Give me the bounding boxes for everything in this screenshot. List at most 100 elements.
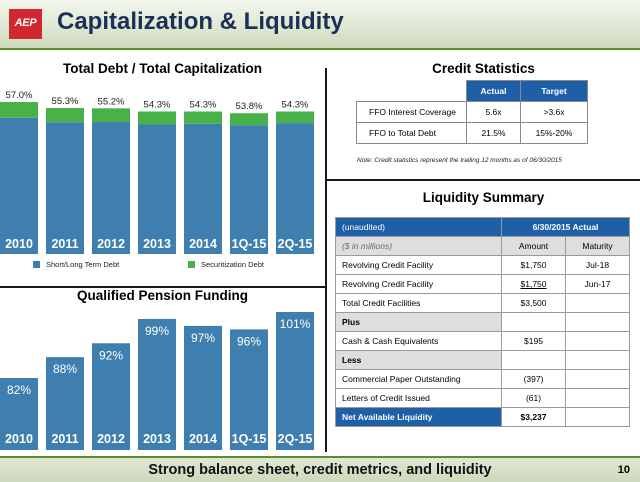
- right-divider: [325, 179, 640, 181]
- debt-category-label: 2013: [143, 237, 171, 251]
- header-rule: [0, 48, 640, 50]
- liquidity-amount: $3,500: [501, 293, 566, 313]
- col-target: Target: [520, 80, 588, 102]
- legend-swatch-securitization: [188, 261, 195, 268]
- liquidity-maturity: [565, 350, 630, 370]
- debt-category-label: 2012: [97, 237, 125, 251]
- liquidity-label: Net Available Liquidity: [335, 407, 502, 427]
- pension-value-label: 82%: [7, 383, 31, 397]
- debt-category-label: 2014: [189, 237, 217, 251]
- liquidity-maturity: [565, 312, 630, 332]
- page-title: Capitalization & Liquidity: [57, 8, 344, 35]
- col-amount: Amount: [501, 236, 566, 256]
- pension-value-label: 92%: [99, 348, 123, 362]
- liquidity-label: Cash & Cash Equivalents: [335, 331, 502, 351]
- liquidity-amount: [501, 312, 566, 332]
- debt-category-label: 1Q-15: [232, 237, 267, 251]
- credit-stat-actual: 21.5%: [466, 122, 521, 144]
- debt-bar: [138, 124, 176, 254]
- pension-category-label: 2012: [97, 432, 125, 446]
- left-divider: [0, 286, 325, 288]
- liquidity-row: Cash & Cash Equivalents $195: [335, 331, 630, 351]
- securitization-bar: [46, 107, 84, 123]
- credit-stats-row: FFO Interest Coverage 5.6x >3.6x: [356, 101, 588, 123]
- slide-header: AEP Capitalization & Liquidity: [0, 0, 640, 48]
- col-maturity: Maturity: [565, 236, 630, 256]
- pension-bar: [92, 343, 130, 450]
- pension-category-label: 2Q-15: [278, 432, 313, 446]
- debt-bar: [92, 122, 130, 254]
- liquidity-maturity: [565, 407, 630, 427]
- pension-category-label: 1Q-15: [232, 432, 267, 446]
- liquidity-total-row: Net Available Liquidity $3,237: [335, 407, 630, 427]
- liquidity-row: Total Credit Facilities $3,500: [335, 293, 630, 313]
- liquidity-label: Letters of Credit Issued: [335, 388, 502, 408]
- liquidity-amount: [501, 350, 566, 370]
- pension-bar: [184, 325, 222, 450]
- pension-category-label: 2014: [189, 432, 217, 446]
- debt-total-label: 54.3%: [144, 99, 171, 110]
- credit-stat-actual: 5.6x: [466, 101, 521, 123]
- liquidity-row: Revolving Credit Facility $1,750 Jul-18: [335, 255, 630, 275]
- liquidity-amount: $1,750: [501, 255, 566, 275]
- pension-bar: [276, 312, 314, 450]
- debt-bar: [184, 123, 222, 254]
- aep-logo: AEP: [9, 9, 42, 39]
- pension-category-label: 2010: [5, 432, 33, 446]
- liquidity-units: ($ in millions): [335, 236, 502, 256]
- col-actual: Actual: [466, 80, 521, 102]
- liquidity-row: Letters of Credit Issued (61): [335, 388, 630, 408]
- debt-chart: 57.0% 2010 55.3% 2011 55.2% 2012 54.3% 2013 54.3…: [0, 90, 314, 254]
- legend-item-securitization: Securitization Debt: [188, 260, 264, 269]
- credit-stat-label: FFO Interest Coverage: [356, 101, 467, 123]
- credit-stats-table: Actual Target FFO Interest Coverage 5.6x…: [356, 80, 588, 144]
- footer-tagline: Strong balance sheet, credit metrics, an…: [148, 462, 492, 478]
- debt-total-label: 55.3%: [52, 96, 79, 107]
- debt-category-label: 2Q-15: [278, 237, 313, 251]
- securitization-bar: [92, 108, 130, 123]
- credit-stat-label: FFO to Total Debt: [356, 122, 467, 144]
- liquidity-maturity: Jun-17: [565, 274, 630, 294]
- pension-chart-title: Qualified Pension Funding: [77, 288, 248, 303]
- liquidity-title: Liquidity Summary: [422, 190, 545, 205]
- credit-stats-corner: [356, 80, 467, 102]
- liquidity-row-plus: Plus: [335, 312, 630, 332]
- debt-bar: [0, 117, 38, 254]
- pension-value-label: 88%: [53, 362, 77, 376]
- pension-chart: 82% 2010 88% 2011 92% 2012 99% 2013 97% 2014 96% 1Q…: [0, 312, 314, 450]
- debt-bar: [230, 125, 268, 254]
- slide-footer: Strong balance sheet, credit metrics, an…: [0, 456, 640, 482]
- credit-stats-row: FFO to Total Debt 21.5% 15%-20%: [356, 122, 588, 144]
- debt-total-label: 55.2%: [98, 96, 125, 107]
- credit-stats-header-row: Actual Target: [356, 80, 588, 102]
- liquidity-header-row: (unaudited) 6/30/2015 Actual: [335, 217, 630, 237]
- credit-stats-note: Note: Credit statistics represent the tr…: [357, 157, 562, 164]
- liquidity-amount: (397): [501, 369, 566, 389]
- pension-category-label: 2013: [143, 432, 171, 446]
- liquidity-row: Revolving Credit Facility $1,750 Jun-17: [335, 274, 630, 294]
- debt-chart-title: Total Debt / Total Capitalization: [63, 61, 262, 76]
- credit-stats-title: Credit Statistics: [432, 61, 535, 76]
- liquidity-label: Commercial Paper Outstanding: [335, 369, 502, 389]
- liquidity-amount: $1,750: [501, 274, 566, 294]
- vertical-divider: [325, 68, 327, 452]
- securitization-bar: [138, 111, 176, 125]
- liquidity-label: Revolving Credit Facility: [335, 255, 502, 275]
- pension-value-label: 97%: [191, 331, 215, 345]
- legend-label-securitization: Securitization Debt: [201, 260, 264, 269]
- debt-category-label: 2010: [5, 237, 33, 251]
- securitization-bar: [230, 113, 268, 126]
- liquidity-maturity: [565, 388, 630, 408]
- liquidity-label: Plus: [335, 312, 502, 332]
- legend-label-debt: Short/Long Term Debt: [46, 260, 120, 269]
- pension-bar: [138, 318, 176, 450]
- liquidity-maturity: [565, 293, 630, 313]
- liquidity-subheader-row: ($ in millions) Amount Maturity: [335, 236, 630, 256]
- credit-stat-target: >3.6x: [520, 101, 588, 123]
- securitization-bar: [184, 111, 222, 124]
- debt-bar: [276, 123, 314, 254]
- liquidity-maturity: [565, 369, 630, 389]
- pension-bar: [46, 357, 84, 450]
- debt-category-label: 2011: [51, 237, 78, 251]
- pension-value-label: 101%: [280, 317, 311, 331]
